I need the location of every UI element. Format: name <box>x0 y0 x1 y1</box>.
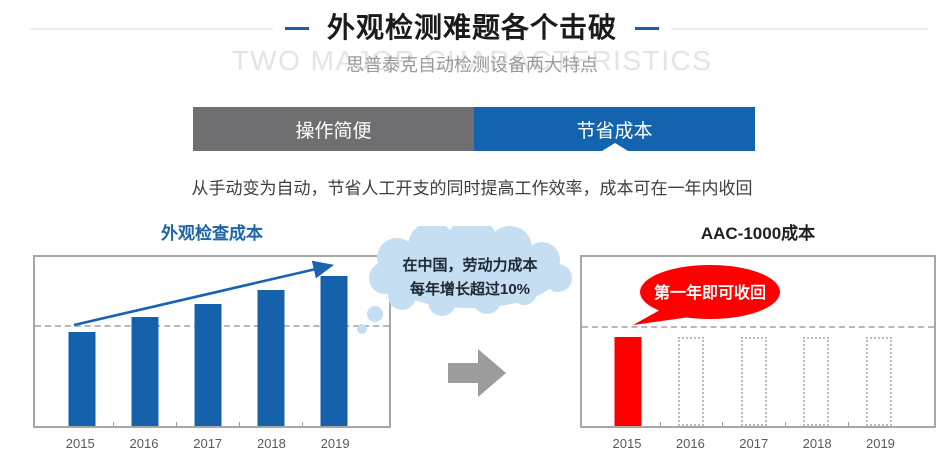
bar-2018 <box>257 289 285 426</box>
x-axis-label-2017: 2017 <box>193 436 223 451</box>
x-axis-label-2018: 2018 <box>802 436 832 451</box>
right-chart-plot <box>582 257 934 426</box>
page-subtitle: 思普泰克自动检测设备两大特点 <box>346 55 598 75</box>
axis-tick <box>785 422 787 426</box>
axis-tick <box>847 422 849 426</box>
tab-easy-operation-label: 操作简便 <box>295 120 372 142</box>
axis-tick <box>113 422 115 426</box>
x-axis-label-2018: 2018 <box>256 436 286 451</box>
feature-tabs: 操作简便 节省成本 <box>193 107 755 151</box>
placeholder-bar-2018 <box>803 337 830 426</box>
x-axis-label-2015: 2015 <box>612 436 642 451</box>
header: 外观检测难题各个击破 <box>0 11 944 45</box>
placeholder-bar-2019 <box>866 337 893 426</box>
x-axis-label-2019: 2019 <box>865 436 895 451</box>
x-axis-label-2016: 2016 <box>675 436 705 451</box>
title-left-dash-icon <box>284 26 309 30</box>
tab-cost-saving[interactable]: 节省成本 <box>474 107 755 151</box>
right-chart-x-axis: 2015 2016 2017 2018 2019 <box>580 436 936 452</box>
cloud-shape-icon <box>357 226 572 334</box>
bar-2016 <box>131 317 159 426</box>
right-chart-gridline <box>582 326 934 329</box>
axis-tick <box>239 422 241 426</box>
tab-cost-saving-label: 节省成本 <box>576 120 653 142</box>
bar-2017 <box>194 303 222 426</box>
axis-tick <box>302 422 304 426</box>
x-axis-label-2019: 2019 <box>320 436 350 451</box>
left-chart-x-axis: 2015 2016 2017 2018 2019 <box>33 436 391 452</box>
left-chart <box>33 255 391 428</box>
bubble-annotation-text: 第一年即可收回 <box>654 283 766 302</box>
page-title: 外观检测难题各个击破 <box>326 12 617 43</box>
watermark-text: TWO MAJOR CHARACTERISTICS <box>231 45 713 76</box>
trend-up-arrow-icon <box>73 260 335 327</box>
left-chart-plot <box>35 257 389 426</box>
x-axis-label-2017: 2017 <box>739 436 769 451</box>
axis-tick <box>659 422 661 426</box>
tab-description: 从手动变为自动，节省人工开支的同时提高工作效率，成本可在一年内收回 <box>191 179 753 198</box>
speech-bubble-shape-icon <box>633 265 780 325</box>
tab-easy-operation[interactable]: 操作简便 <box>193 107 474 151</box>
placeholder-bar-2017 <box>740 337 767 426</box>
title-right-dash-icon <box>635 26 659 30</box>
bar-2015 <box>68 332 96 426</box>
title-block: 外观检测难题各个击破 <box>272 11 671 45</box>
left-chart-title: 外观检查成本 <box>161 224 263 243</box>
cloud-annotation-line2: 每年增长超过10% <box>410 280 530 298</box>
right-chart-title: AAC-1000成本 <box>700 224 816 243</box>
bar-2019 <box>320 275 348 426</box>
x-axis-label-2016: 2016 <box>129 436 159 451</box>
thought-cloud-annotation: 在中国，劳动力成本 每年增长超过10% <box>357 226 572 334</box>
active-tab-notch-icon <box>601 143 628 151</box>
bar-2015 <box>614 337 642 426</box>
axis-tick <box>176 422 178 426</box>
placeholder-bar-2016 <box>678 337 705 426</box>
x-axis-label-2015: 2015 <box>65 436 95 451</box>
axis-tick <box>722 422 724 426</box>
cloud-annotation-line1: 在中国，劳动力成本 <box>402 256 537 274</box>
speech-bubble-annotation: 第一年即可收回 <box>633 265 780 325</box>
right-arrow-icon <box>448 349 506 397</box>
